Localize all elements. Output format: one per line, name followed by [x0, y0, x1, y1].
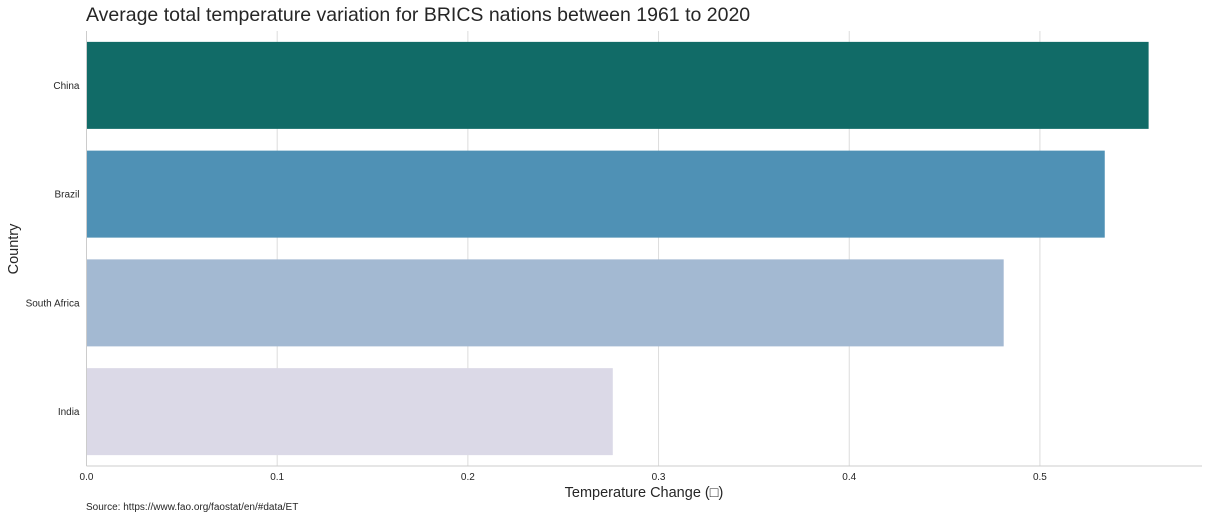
- bar: [86, 150, 1105, 238]
- y-tick-label: China: [53, 81, 80, 92]
- bars: [86, 41, 1149, 456]
- x-tick-label: 0.0: [80, 472, 94, 483]
- x-tick-label: 0.5: [1033, 472, 1047, 483]
- y-axis-label: Country: [6, 223, 22, 275]
- bar: [86, 41, 1149, 129]
- x-tick-label: 0.4: [842, 472, 856, 483]
- bar: [86, 368, 613, 456]
- axes: [86, 31, 1202, 467]
- y-tick-label: South Africa: [26, 298, 80, 309]
- y-tick-labels: China Brazil South Africa India: [26, 81, 80, 418]
- y-tick-label: Brazil: [54, 190, 79, 201]
- bar: [86, 259, 1004, 347]
- source-note: Source: https://www.fao.org/faostat/en/#…: [86, 502, 299, 513]
- x-axis-label: Temperature Change (□): [565, 485, 724, 501]
- x-tick-labels: 0.0 0.1 0.2 0.3 0.4 0.5: [80, 472, 1048, 483]
- x-tick-label: 0.2: [461, 472, 475, 483]
- y-tick-label: India: [58, 407, 80, 418]
- x-tick-label: 0.1: [270, 472, 284, 483]
- x-tick-label: 0.3: [652, 472, 666, 483]
- chart-title: Average total temperature variation for …: [86, 4, 750, 26]
